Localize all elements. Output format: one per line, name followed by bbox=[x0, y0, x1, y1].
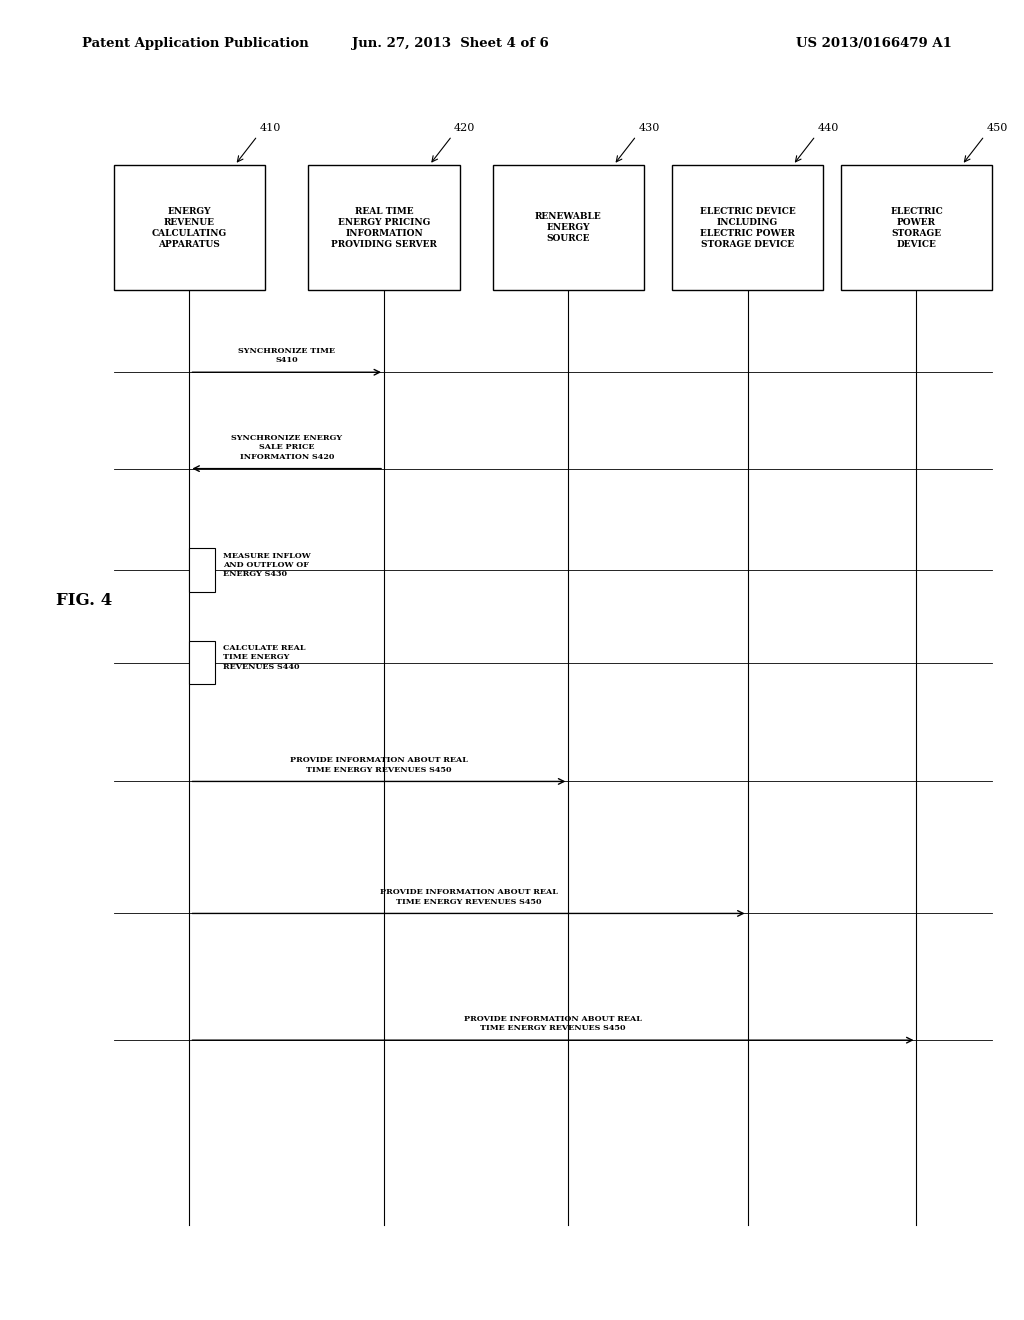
Text: PROVIDE INFORMATION ABOUT REAL
TIME ENERGY REVENUES S450: PROVIDE INFORMATION ABOUT REAL TIME ENER… bbox=[464, 1015, 642, 1032]
Text: PROVIDE INFORMATION ABOUT REAL
TIME ENERGY REVENUES S450: PROVIDE INFORMATION ABOUT REAL TIME ENER… bbox=[290, 756, 468, 774]
Text: ELECTRIC DEVICE
INCLUDING
ELECTRIC POWER
STORAGE DEVICE: ELECTRIC DEVICE INCLUDING ELECTRIC POWER… bbox=[699, 206, 796, 249]
Text: SYNCHRONIZE TIME
S410: SYNCHRONIZE TIME S410 bbox=[239, 347, 335, 364]
Bar bbox=[493, 165, 644, 290]
Bar bbox=[114, 165, 265, 290]
Bar bbox=[672, 165, 823, 290]
Text: 410: 410 bbox=[259, 123, 281, 133]
Text: RENEWABLE
ENERGY
SOURCE: RENEWABLE ENERGY SOURCE bbox=[535, 213, 602, 243]
Bar bbox=[308, 165, 460, 290]
Text: ENERGY
REVENUE
CALCULATING
APPARATUS: ENERGY REVENUE CALCULATING APPARATUS bbox=[152, 206, 227, 249]
Text: Jun. 27, 2013  Sheet 4 of 6: Jun. 27, 2013 Sheet 4 of 6 bbox=[352, 37, 549, 50]
Text: SYNCHRONIZE ENERGY
SALE PRICE
INFORMATION S420: SYNCHRONIZE ENERGY SALE PRICE INFORMATIO… bbox=[231, 434, 342, 461]
Bar bbox=[189, 549, 215, 591]
Bar bbox=[841, 165, 992, 290]
Text: PROVIDE INFORMATION ABOUT REAL
TIME ENERGY REVENUES S450: PROVIDE INFORMATION ABOUT REAL TIME ENER… bbox=[380, 888, 557, 906]
Text: CALCULATE REAL
TIME ENERGY
REVENUES S440: CALCULATE REAL TIME ENERGY REVENUES S440 bbox=[223, 644, 306, 671]
Text: ELECTRIC
POWER
STORAGE
DEVICE: ELECTRIC POWER STORAGE DEVICE bbox=[890, 206, 943, 249]
Text: MEASURE INFLOW
AND OUTFLOW OF
ENERGY S430: MEASURE INFLOW AND OUTFLOW OF ENERGY S43… bbox=[223, 552, 311, 578]
Text: 450: 450 bbox=[986, 123, 1008, 133]
Text: REAL TIME
ENERGY PRICING
INFORMATION
PROVIDING SERVER: REAL TIME ENERGY PRICING INFORMATION PRO… bbox=[331, 206, 437, 249]
Text: 440: 440 bbox=[817, 123, 839, 133]
Text: US 2013/0166479 A1: US 2013/0166479 A1 bbox=[797, 37, 952, 50]
Text: FIG. 4: FIG. 4 bbox=[56, 593, 113, 609]
Text: Patent Application Publication: Patent Application Publication bbox=[82, 37, 308, 50]
Text: 420: 420 bbox=[454, 123, 475, 133]
Text: 430: 430 bbox=[638, 123, 659, 133]
Bar bbox=[189, 642, 215, 685]
